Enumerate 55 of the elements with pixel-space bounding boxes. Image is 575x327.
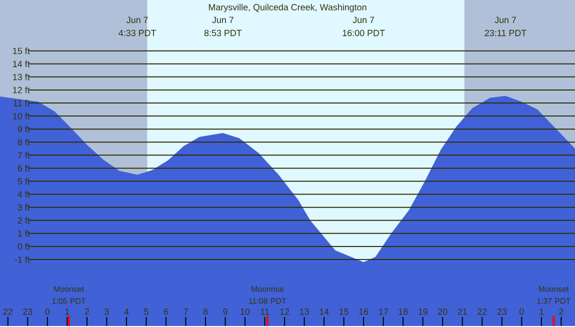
x-tick-label: 0 — [520, 308, 524, 315]
x-tick-label: 21 — [458, 308, 467, 315]
annotation: Jun 7 — [494, 16, 516, 24]
x-tick-label: 23 — [23, 308, 32, 315]
x-tick-label: 14 — [320, 308, 329, 315]
annotation: Jun 7 — [126, 16, 148, 24]
y-tick-label: 4 ft — [18, 191, 30, 198]
x-tick-label: 22 — [478, 308, 487, 315]
y-tick-label: 12 ft — [13, 86, 30, 94]
x-tick-label: 7 — [184, 308, 188, 315]
x-tick-label: 16 — [359, 308, 368, 315]
x-tick-label: 0 — [45, 308, 50, 315]
y-tick-label: 15 ft — [13, 48, 30, 54]
x-tick-label: 9 — [223, 308, 228, 315]
annotation: Jun 7 — [212, 16, 234, 24]
x-tick-label: 17 — [379, 308, 388, 315]
x-tick-label: 12 — [280, 308, 290, 315]
y-tick-label: 8 ft — [18, 138, 30, 146]
x-tick-label: 23 — [497, 308, 506, 315]
x-tick-label: 3 — [104, 308, 109, 315]
x-tick-label: 15 — [340, 308, 348, 315]
x-tick-label: 13 — [300, 308, 309, 315]
annotation: Jun 7 — [352, 16, 374, 24]
y-tick-label: 3 ft — [18, 204, 30, 211]
y-tick-label: -1 ft — [14, 256, 30, 263]
x-tick-label: 1 — [65, 308, 70, 315]
x-tick-label: 5 — [144, 308, 148, 315]
y-tick-label: 6 ft — [18, 164, 30, 172]
y-tick-label: 0 ft — [18, 243, 30, 250]
y-tick-label: 5 ft — [18, 178, 30, 185]
y-tick-label: 9 ft — [18, 126, 30, 132]
x-tick-label: 2 — [559, 308, 564, 315]
y-tick-label: 10 ft — [13, 112, 30, 120]
chart-title: Marysville, Quilceda Creek, Washington — [208, 4, 366, 12]
y-tick-label: 1 ft — [18, 230, 30, 237]
x-tick-label: 20 — [438, 308, 448, 315]
annotation: 4:33 PDT — [118, 30, 156, 36]
x-tick-label: 2 — [84, 308, 89, 315]
x-tick-label: 11 — [260, 308, 269, 315]
annotation: 16:00 PDT — [342, 30, 385, 36]
y-tick-label: 11 ft — [14, 100, 30, 106]
x-tick-label: 22 — [3, 308, 12, 315]
x-tick-label: 4 — [124, 308, 129, 315]
y-tick-label: 7 ft — [18, 152, 30, 158]
y-tick-label: 2 ft — [18, 217, 30, 224]
x-tick-label: 1 — [540, 308, 544, 315]
x-tick-label: 8 — [203, 308, 208, 315]
x-tick-label: 18 — [398, 308, 408, 315]
y-tick-label: 13 ft — [13, 74, 30, 80]
x-tick-label: 10 — [240, 308, 250, 315]
y-tick-label: 14 ft — [13, 60, 30, 68]
annotation: 23:11 PDT — [484, 30, 526, 36]
x-tick-label: 6 — [164, 308, 168, 315]
x-tick-label: 19 — [418, 308, 428, 315]
annotation: 8:53 PDT — [204, 30, 242, 36]
